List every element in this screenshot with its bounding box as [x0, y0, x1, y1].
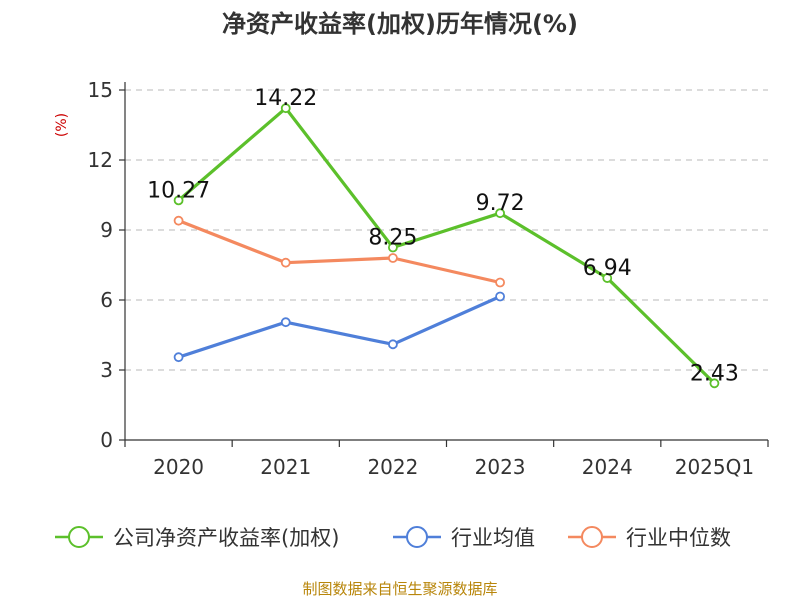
y-axis-unit: (%) [54, 113, 70, 137]
source-note: 制图数据来自恒生聚源数据库 [302, 580, 497, 598]
industry-mean-point[interactable] [388, 339, 398, 350]
legend-label: 公司净资产收益率(加权) [113, 526, 339, 550]
y-tick-label: 15 [88, 78, 113, 102]
data-label: 9.72 [476, 191, 525, 216]
company-roe-point[interactable] [495, 208, 505, 219]
x-tick-label: 2021 [260, 455, 311, 479]
x-tick-label: 2022 [367, 455, 418, 479]
industry-mean-line [176, 294, 502, 359]
x-tick-label: 2025Q1 [675, 455, 754, 479]
industry-mean-point[interactable] [495, 291, 505, 302]
chart-title: 净资产收益率(加权)历年情况(%) [222, 10, 578, 38]
company-roe-point[interactable] [602, 273, 613, 283]
y-tick-label: 6 [100, 288, 113, 312]
x-tick-label: 2023 [475, 455, 526, 479]
y-tick-label: 9 [100, 218, 113, 242]
series-layer [173, 103, 720, 389]
legend[interactable]: 公司净资产收益率(加权) 行业均值 行业中位数 [55, 526, 731, 550]
industry-median-point[interactable] [495, 277, 505, 288]
y-tick-label: 12 [88, 148, 113, 172]
industry-median-point[interactable] [280, 257, 291, 268]
data-label: 14.22 [254, 86, 317, 111]
y-tick-label: 3 [100, 358, 113, 382]
data-label: 8.25 [368, 226, 417, 251]
legend-item-industry-median[interactable]: 行业中位数 [568, 526, 731, 550]
data-label: 2.43 [690, 361, 739, 386]
x-tick-label: 2024 [582, 455, 633, 479]
industry-median-point[interactable] [173, 215, 184, 226]
industry-median-point[interactable] [388, 253, 398, 263]
industry-median-line [176, 219, 502, 285]
y-tick-label: 0 [100, 428, 113, 452]
legend-marker [581, 526, 603, 548]
company-roe-point[interactable] [173, 195, 184, 206]
company-roe-line [176, 106, 717, 385]
legend-label: 行业均值 [451, 526, 535, 550]
legend-item-company-roe[interactable]: 公司净资产收益率(加权) [55, 526, 339, 550]
legend-marker [68, 526, 90, 548]
legend-label: 行业中位数 [626, 526, 731, 550]
legend-item-industry-mean[interactable]: 行业均值 [393, 526, 535, 550]
industry-mean-point[interactable] [173, 352, 184, 363]
data-label: 10.27 [147, 178, 210, 203]
company-roe-point[interactable] [388, 242, 398, 253]
data-labels: 10.27 14.22 8.25 9.72 6.94 2.43 [147, 86, 739, 386]
company-roe-point[interactable] [280, 103, 291, 114]
legend-marker [406, 526, 428, 548]
axes: 0 3 6 9 12 15 2020 2021 2022 2023 2024 2025Q1 [88, 78, 769, 479]
x-tick-label: 2020 [153, 455, 204, 479]
company-roe-point[interactable] [709, 378, 720, 389]
industry-mean-point[interactable] [280, 317, 291, 328]
data-label: 6.94 [583, 256, 632, 281]
